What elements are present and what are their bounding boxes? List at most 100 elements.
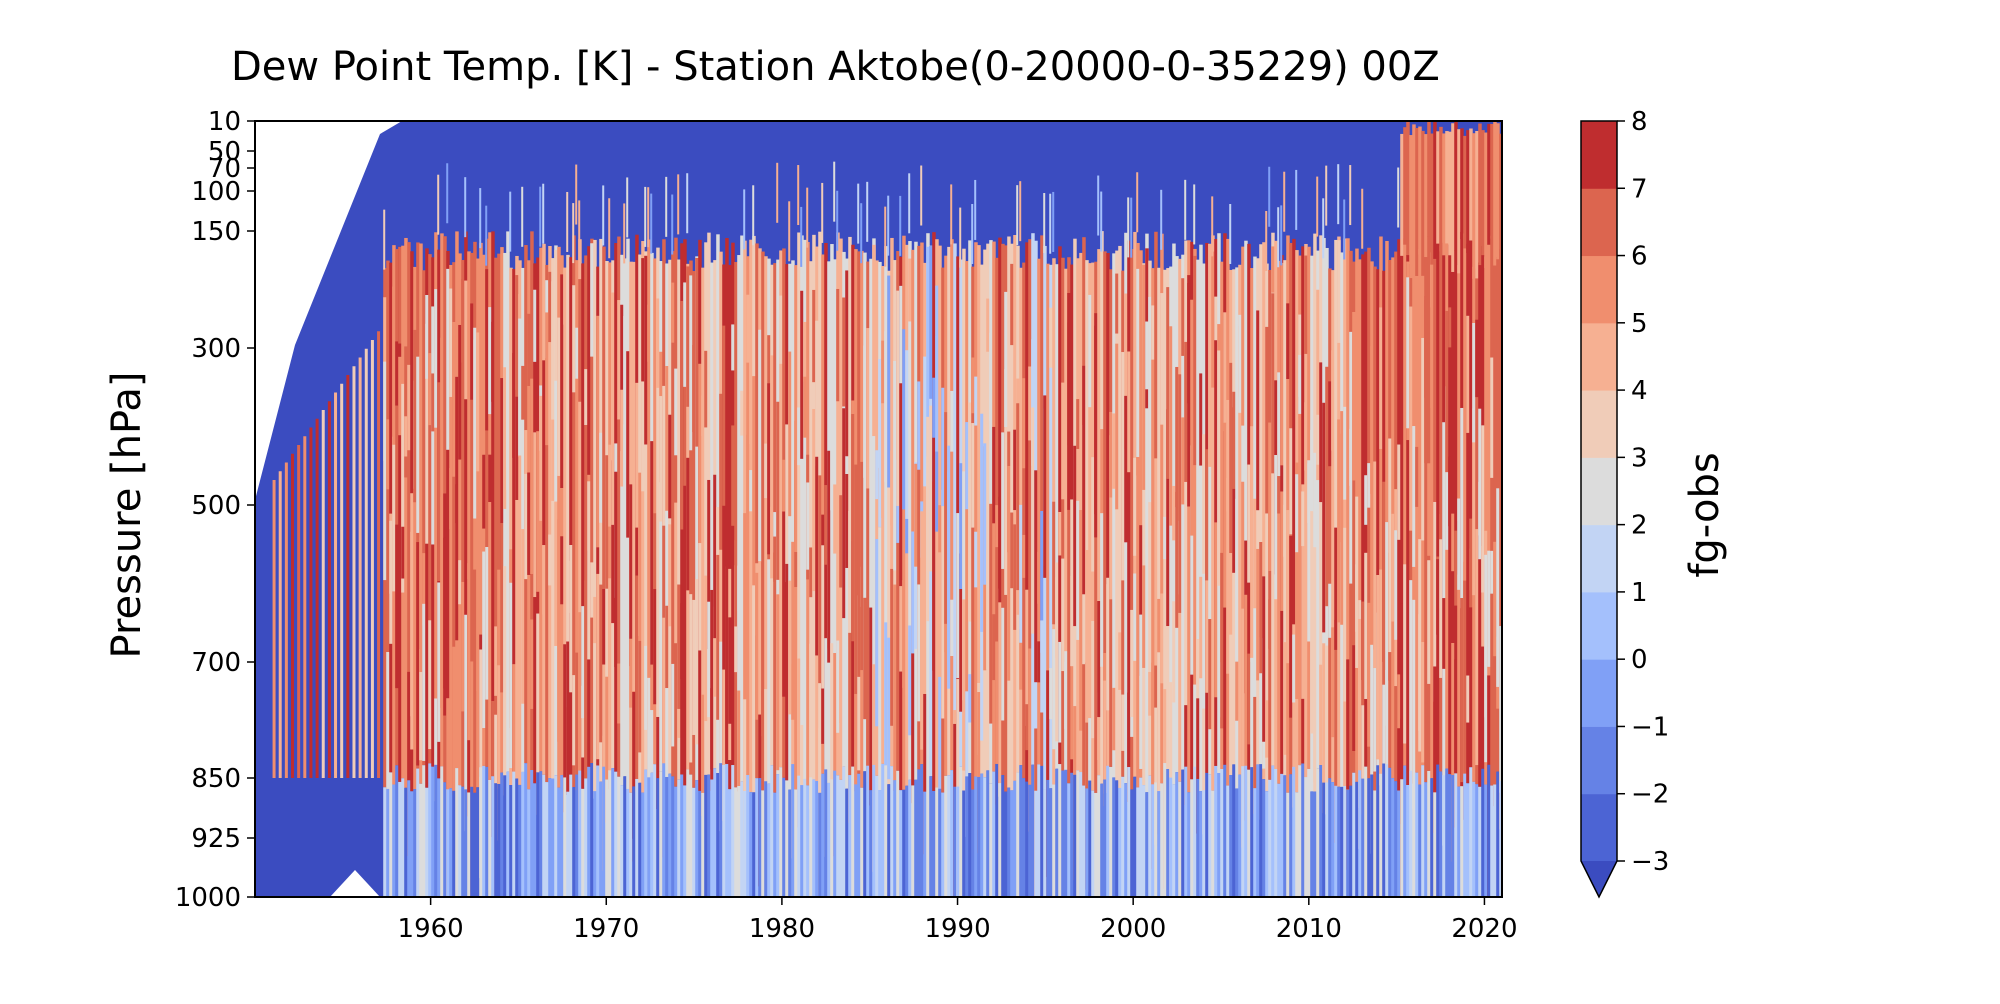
colorbar-tick-label: 8: [1631, 107, 1648, 137]
heatmap-cell: [845, 270, 849, 457]
heatmap-cell: [443, 782, 447, 897]
heatmap-cell: [358, 357, 362, 778]
heatmap-cell: [491, 700, 495, 838]
heatmap-cell: [1439, 245, 1443, 772]
heatmap-cell: [1025, 589, 1029, 726]
heatmap-cell: [1013, 429, 1017, 511]
heatmap-cell: [572, 235, 576, 788]
heatmap-cell: [521, 771, 525, 897]
heatmap-cell: [1250, 426, 1254, 662]
heatmap-cell: [1130, 197, 1133, 258]
heatmap-cell: [386, 260, 390, 789]
heatmap-cell: [1496, 123, 1500, 260]
heatmap-cell: [710, 589, 714, 770]
heatmap-cell: [1232, 391, 1236, 489]
heatmap-cell: [932, 437, 936, 671]
heatmap-cell: [512, 353, 516, 458]
heatmap-cell: [455, 484, 459, 641]
heatmap-cell: [1118, 787, 1122, 897]
heatmap-cell: [914, 779, 918, 897]
heatmap-cell: [962, 599, 966, 771]
heatmap-cell: [662, 385, 666, 526]
heatmap-cell: [695, 257, 699, 447]
heatmap-cell: [398, 246, 402, 782]
heatmap-cell: [1451, 774, 1455, 897]
heatmap-cell: [500, 378, 504, 570]
heatmap-cell: [548, 271, 552, 343]
heatmap-cell: [428, 620, 432, 750]
heatmap-cell: [698, 363, 702, 579]
heatmap-cell: [563, 644, 567, 813]
heatmap-cell: [560, 255, 564, 776]
heatmap-cell: [440, 496, 444, 708]
heatmap-cell: [386, 788, 390, 897]
heatmap-cell: [599, 584, 603, 743]
heatmap-cell: [1409, 135, 1413, 279]
heatmap-cell: [653, 589, 657, 705]
heatmap-cell: [740, 466, 744, 679]
heatmap-cell: [1358, 770, 1362, 897]
heatmap-cell: [1397, 167, 1400, 228]
heatmap-cell: [893, 360, 897, 571]
heatmap-cell: [620, 304, 624, 452]
heatmap-cell: [701, 792, 705, 897]
colorbar-segment: [1581, 524, 1617, 593]
heatmap-cell: [557, 317, 561, 476]
heatmap-cell: [971, 789, 975, 897]
heatmap-cell: [1469, 767, 1473, 897]
heatmap-cell: [1196, 698, 1200, 834]
heatmap-cell: [1208, 243, 1212, 775]
heatmap-cell: [893, 780, 897, 897]
heatmap-cell: [518, 784, 522, 897]
heatmap-cell: [1319, 765, 1323, 897]
heatmap-cell: [1052, 191, 1055, 252]
heatmap-cell: [398, 246, 402, 344]
heatmap-cell: [848, 510, 852, 649]
heatmap-cell: [746, 294, 750, 363]
heatmap-cell: [1274, 455, 1278, 600]
heatmap-cell: [1235, 498, 1239, 694]
heatmap-cell: [428, 254, 432, 764]
heatmap-cell: [650, 441, 654, 678]
heatmap-cell: [734, 262, 738, 788]
heatmap-cell: [977, 692, 981, 854]
heatmap-cell: [767, 783, 771, 897]
heatmap-cell: [1148, 775, 1152, 897]
heatmap-cell: [1109, 766, 1113, 897]
heatmap-cell: [650, 664, 654, 711]
heatmap-cell: [647, 239, 651, 778]
heatmap-cell: [776, 774, 780, 897]
heatmap-cell: [953, 786, 957, 897]
heatmap-cell: [1349, 165, 1352, 226]
heatmap-cell: [1367, 247, 1371, 779]
heatmap-cell: [1091, 457, 1095, 572]
heatmap-cell: [398, 356, 402, 436]
heatmap-cell: [851, 766, 855, 897]
colorbar-segment: [1581, 726, 1617, 795]
heatmap-cell: [1058, 511, 1062, 556]
heatmap-cell: [572, 787, 576, 897]
heatmap-cell: [419, 537, 423, 673]
heatmap-cell: [812, 289, 816, 383]
heatmap-cell: [1496, 771, 1500, 897]
heatmap-cell: [1379, 236, 1383, 774]
heatmap-cell: [395, 249, 399, 766]
heatmap-cell: [1154, 458, 1158, 666]
heatmap-cell: [995, 641, 999, 805]
heatmap-cell: [665, 605, 669, 689]
heatmap-cell: [887, 275, 891, 488]
heatmap-cell: [1208, 619, 1212, 730]
heatmap-cell: [1301, 763, 1305, 897]
heatmap-cell: [1292, 238, 1296, 767]
heatmap-cell: [1220, 768, 1224, 897]
heatmap-cell: [797, 407, 801, 466]
heatmap-cell: [647, 187, 650, 248]
heatmap-cell: [1034, 790, 1038, 897]
heatmap-cell: [1346, 238, 1350, 790]
heatmap-cell: [1322, 643, 1326, 814]
heatmap-cell: [1055, 264, 1059, 769]
heatmap-cell: [1406, 277, 1410, 429]
heatmap-cell: [719, 641, 723, 832]
heatmap-cell: [941, 489, 945, 719]
y-tick-label: 150: [191, 217, 241, 247]
